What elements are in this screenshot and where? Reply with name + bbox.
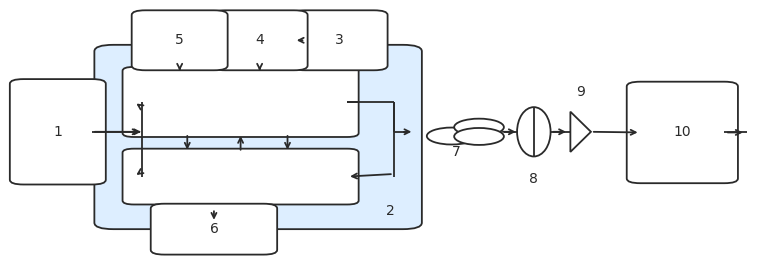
FancyBboxPatch shape: [10, 79, 106, 185]
Text: 1: 1: [53, 125, 63, 139]
Text: 8: 8: [530, 172, 538, 186]
Text: 3: 3: [335, 33, 344, 47]
FancyBboxPatch shape: [291, 10, 388, 70]
Text: 4: 4: [256, 33, 264, 47]
FancyBboxPatch shape: [123, 67, 359, 137]
FancyBboxPatch shape: [626, 82, 738, 183]
FancyBboxPatch shape: [95, 45, 422, 229]
Circle shape: [454, 128, 504, 145]
FancyBboxPatch shape: [211, 10, 307, 70]
FancyBboxPatch shape: [123, 149, 359, 204]
Polygon shape: [571, 112, 591, 152]
Circle shape: [427, 128, 477, 145]
Text: 7: 7: [452, 145, 461, 158]
Text: 10: 10: [674, 126, 691, 139]
Text: 6: 6: [210, 222, 218, 236]
Text: 9: 9: [576, 85, 585, 99]
FancyBboxPatch shape: [132, 10, 227, 70]
FancyBboxPatch shape: [151, 204, 277, 254]
Circle shape: [454, 119, 504, 136]
Text: 2: 2: [386, 204, 395, 218]
Ellipse shape: [517, 107, 551, 156]
Text: 5: 5: [175, 33, 184, 47]
